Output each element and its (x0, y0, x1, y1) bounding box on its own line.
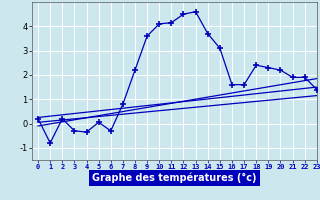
X-axis label: Graphe des températures (°c): Graphe des températures (°c) (92, 173, 257, 183)
